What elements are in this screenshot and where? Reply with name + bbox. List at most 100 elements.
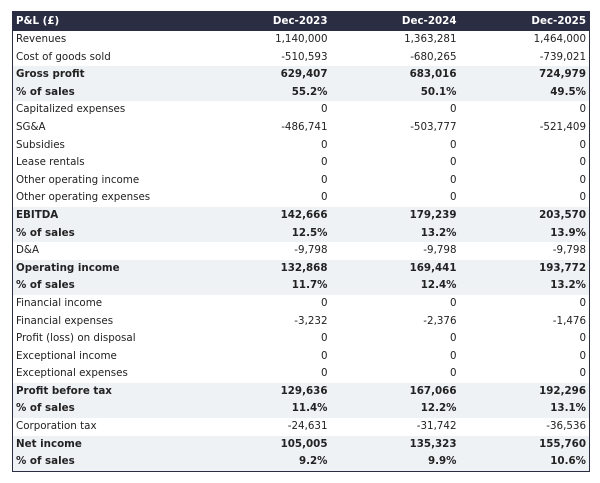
row-label: SG&A [16,120,46,133]
cell-dec-2025: 0 [579,103,586,116]
table-row: Exceptional expenses 0 0 0 [13,365,590,383]
row-label: Operating income [12,259,213,278]
cell-dec-2023: 105,005 [212,435,331,454]
cell-dec-2023: -9,798 [294,244,328,257]
cell-dec-2024: 0 [449,349,457,362]
cell-dec-2024: 0 [449,296,457,309]
table-row: Corporation tax -24,631 -31,742 -36,536 [13,418,590,436]
cell-dec-2025: 0 [579,349,586,362]
cell-dec-2025: 13.2% [459,277,590,295]
row-label: % of sales [12,453,213,472]
cell-dec-2025: 13.9% [459,224,590,243]
cell-dec-2024: 0 [449,191,457,204]
cell-dec-2023: 12.5% [212,224,331,243]
table-row: % of sales 9.2% 9.9% 10.6% [12,453,590,472]
cell-dec-2025: 0 [579,138,586,151]
cell-dec-2025: 203,570 [459,206,590,225]
cell-dec-2025: -1,476 [552,314,586,327]
cell-dec-2024: -680,265 [410,50,457,63]
cell-dec-2024: 0 [449,103,457,116]
table-row: Lease rentals 0 0 0 [13,154,590,172]
cell-dec-2024: 683,016 [330,66,460,84]
cell-dec-2023: 129,636 [212,382,331,401]
header-pl-label: P&L (£) [12,11,213,31]
table-row: D&A -9,798 -9,798 -9,798 [13,242,590,260]
cell-dec-2025: 0 [579,332,586,345]
cell-dec-2024: -503,777 [410,120,457,133]
row-label: Lease rentals [16,156,85,169]
table-row: Gross profit 629,407 683,016 724,979 [12,66,590,84]
row-label: Financial income [16,296,103,309]
cell-dec-2024: 1,363,281 [404,33,457,45]
cell-dec-2025: 0 [579,173,586,186]
cell-dec-2025: 0 [579,191,586,204]
header-dec-2024: Dec-2024 [330,11,460,31]
cell-dec-2024: 0 [449,367,457,380]
cell-dec-2024: 0 [449,332,457,345]
row-label: % of sales [12,277,213,295]
row-label: Gross profit [12,66,213,84]
table-row: Subsidies 0 0 0 [13,137,590,155]
cell-dec-2025: 13.1% [459,400,590,419]
table-row: Cost of goods sold -510,593 -680,265 -739,0… [13,49,590,67]
cell-dec-2023: 0 [320,138,328,151]
table-row: Net income 105,005 135,323 155,760 [12,435,590,454]
table-body: Revenues 1,140,000 1,363,281 1,464,000 Cost … [12,31,590,472]
cell-dec-2023: 11.7% [212,277,331,295]
row-label: Corporation tax [16,420,97,433]
cell-dec-2023: 11.4% [212,400,331,419]
row-label: % of sales [12,400,213,419]
cell-dec-2023: 132,868 [212,259,331,278]
cell-dec-2025: 1,464,000 [533,33,586,45]
cell-dec-2024: 50.1% [330,83,460,102]
row-label: Profit (loss) on disposal [16,332,136,345]
cell-dec-2024: 9.9% [330,453,460,472]
table-row: EBITDA 142,666 179,239 203,570 [12,206,590,225]
cell-dec-2024: -9,798 [423,244,457,257]
cell-dec-2025: -739,021 [539,50,586,63]
table-row: Profit before tax 129,636 167,066 192,296 [12,382,590,401]
cell-dec-2023: 0 [320,103,328,116]
row-label: Exceptional income [16,349,117,362]
cell-dec-2023: 9.2% [212,453,331,472]
table-row: Financial income 0 0 0 [13,295,590,313]
header-row: P&L (£) Dec-2023 Dec-2024 Dec-2025 [12,11,590,31]
row-label: Cost of goods sold [16,50,111,63]
cell-dec-2025: 0 [579,296,586,309]
cell-dec-2024: 13.2% [330,224,460,243]
cell-dec-2023: 0 [320,173,328,186]
cell-dec-2025: 0 [579,156,586,169]
cell-dec-2023: 55.2% [212,83,331,102]
cell-dec-2024: 179,239 [330,206,460,225]
cell-dec-2023: 142,666 [212,206,331,225]
cell-dec-2025: -9,798 [552,244,586,257]
cell-dec-2024: 12.4% [330,277,460,295]
row-label: Exceptional expenses [16,367,128,380]
row-label: Subsidies [16,138,65,151]
table-row: Profit (loss) on disposal 0 0 0 [13,330,590,348]
row-label: Profit before tax [12,382,213,401]
row-label: Other operating income [16,173,140,186]
table-row: Other operating expenses 0 0 0 [13,189,590,207]
row-label: Financial expenses [16,314,114,327]
cell-dec-2025: 10.6% [459,453,590,472]
cell-dec-2023: 0 [320,367,328,380]
cell-dec-2025: 49.5% [459,83,590,102]
row-label: D&A [16,244,40,257]
cell-dec-2023: 0 [320,156,328,169]
table-row: % of sales 55.2% 50.1% 49.5% [12,83,590,102]
table-row: Exceptional income 0 0 0 [13,348,590,366]
cell-dec-2024: 135,323 [330,435,460,454]
header-dec-2025: Dec-2025 [459,11,590,31]
table-row: Operating income 132,868 169,441 193,772 [12,259,590,278]
cell-dec-2025: 724,979 [459,66,590,84]
cell-dec-2023: 0 [320,349,328,362]
row-label: Capitalized expenses [16,103,126,116]
pl-table: P&L (£) Dec-2023 Dec-2024 Dec-2025 Reven… [12,11,590,472]
cell-dec-2025: -36,536 [546,420,586,433]
row-label: % of sales [12,224,213,243]
cell-dec-2023: 0 [320,296,328,309]
cell-dec-2025: 155,760 [459,435,590,454]
cell-dec-2024: 169,441 [330,259,460,278]
cell-dec-2023: 0 [320,332,328,345]
